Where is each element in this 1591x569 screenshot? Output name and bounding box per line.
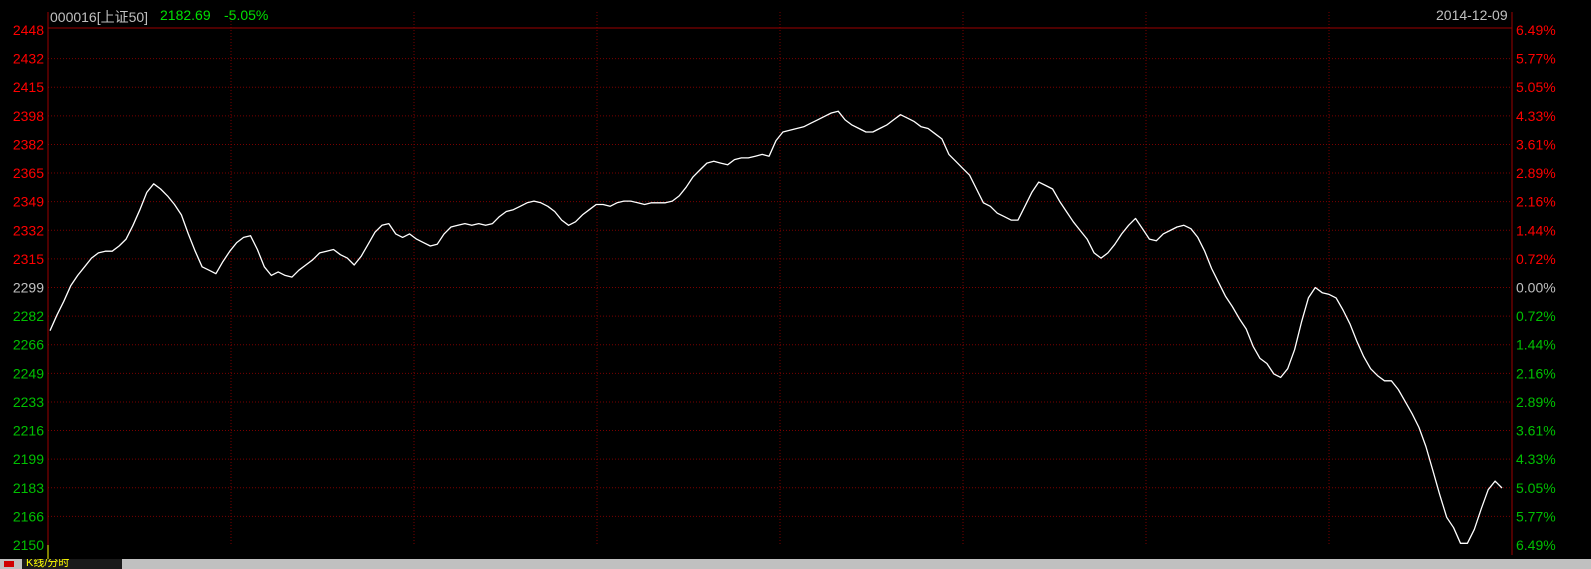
right-tick-label: 1.44% bbox=[1516, 222, 1556, 238]
right-tick-label: 3.61% bbox=[1516, 136, 1556, 152]
price-line bbox=[49, 110, 1503, 544]
k-line-tab-label: K线/分时 bbox=[26, 559, 70, 569]
right-tick-label: 0.72% bbox=[1516, 308, 1556, 324]
left-tick-label: 2249 bbox=[13, 365, 44, 381]
left-tick-label: 2398 bbox=[13, 108, 44, 124]
right-tick-label: 5.05% bbox=[1516, 480, 1556, 496]
right-tick-label: 5.77% bbox=[1516, 508, 1556, 524]
right-tick-label: 3.61% bbox=[1516, 423, 1556, 439]
plot-frame bbox=[47, 12, 1513, 559]
left-tick-label: 2199 bbox=[13, 451, 44, 467]
left-tick-label: 2332 bbox=[13, 222, 44, 238]
bottom-toolbar: K线/分时 bbox=[0, 559, 1591, 569]
left-tick-label: 2299 bbox=[13, 280, 44, 296]
left-tick-label: 2266 bbox=[13, 337, 44, 353]
right-tick-label: 6.49% bbox=[1516, 537, 1556, 553]
security-code-name: 000016[上证50] bbox=[50, 9, 149, 25]
change-percent: -5.05% bbox=[224, 7, 269, 23]
left-tick-label: 2183 bbox=[13, 480, 44, 496]
right-tick-label: 0.00% bbox=[1516, 280, 1556, 296]
left-tick-label: 2349 bbox=[13, 194, 44, 210]
red-marker-icon bbox=[4, 561, 14, 567]
right-tick-label: 2.16% bbox=[1516, 365, 1556, 381]
left-tick-label: 2166 bbox=[13, 508, 44, 524]
left-tick-label: 2448 bbox=[13, 22, 44, 38]
right-tick-label: 2.16% bbox=[1516, 194, 1556, 210]
right-tick-label: 6.49% bbox=[1516, 22, 1556, 38]
right-tick-label: 4.33% bbox=[1516, 451, 1556, 467]
right-tick-label: 5.77% bbox=[1516, 51, 1556, 67]
trade-date: 2014-12-09 bbox=[1436, 7, 1508, 23]
series-layer bbox=[49, 110, 1503, 544]
left-tick-label: 2216 bbox=[13, 423, 44, 439]
left-tick-label: 2315 bbox=[13, 251, 44, 267]
last-price: 2182.69 bbox=[160, 7, 211, 23]
left-tick-label: 2150 bbox=[13, 537, 44, 553]
left-price-axis: 2448 2432 2415 2398 2382 2365 2349 2332 2315 2299… bbox=[13, 22, 44, 553]
left-tick-label: 2365 bbox=[13, 165, 44, 181]
left-tick-label: 2415 bbox=[13, 79, 44, 95]
right-tick-label: 0.72% bbox=[1516, 251, 1556, 267]
left-tick-label: 2282 bbox=[13, 308, 44, 324]
grid bbox=[48, 12, 1512, 545]
left-tick-label: 2233 bbox=[13, 394, 44, 410]
right-tick-label: 2.89% bbox=[1516, 165, 1556, 181]
right-tick-label: 4.33% bbox=[1516, 108, 1556, 124]
right-tick-label: 2.89% bbox=[1516, 394, 1556, 410]
left-tick-label: 2432 bbox=[13, 51, 44, 67]
right-tick-label: 1.44% bbox=[1516, 337, 1556, 353]
right-tick-label: 5.05% bbox=[1516, 79, 1556, 95]
k-line-tab[interactable]: K线/分时 bbox=[22, 559, 122, 569]
left-tick-label: 2382 bbox=[13, 136, 44, 152]
right-percent-axis: 6.49% 5.77% 5.05% 4.33% 3.61% 2.89% 2.16% 1.44%… bbox=[1516, 22, 1556, 553]
